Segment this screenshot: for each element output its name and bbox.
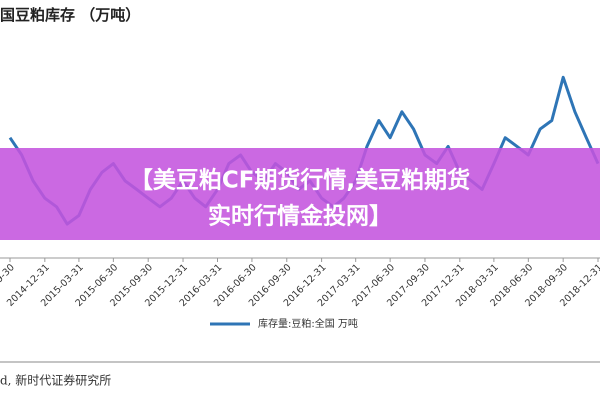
banner-line: 【美豆粕CF期货行情,美豆粕期货 [130,167,470,194]
chart-title: 国豆粕库存 （万吨） [0,6,140,24]
source: d, 新时代证券研究所 [0,373,111,388]
banner-line: 实时行情金投网】 [208,203,392,230]
banner-bg [0,148,600,240]
legend-label: 库存量:豆粕:全国 万吨 [258,317,358,330]
